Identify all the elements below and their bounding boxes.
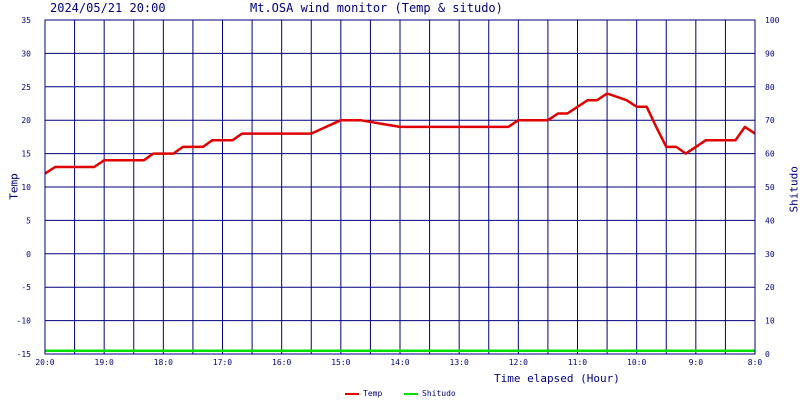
legend-label-temp: Temp <box>363 389 383 398</box>
x-tick-label: 12:0 <box>509 358 528 367</box>
x-tick-label: 14:0 <box>390 358 409 367</box>
y-tick-label-left: 5 <box>26 216 31 225</box>
y-tick-label-right: 10 <box>765 317 775 326</box>
y-tick-label-right: 80 <box>765 83 775 92</box>
y-tick-label-left: -5 <box>21 283 31 292</box>
y-tick-label-right: 50 <box>765 183 775 192</box>
x-tick-label: 19:0 <box>95 358 114 367</box>
grid <box>45 20 755 354</box>
x-tick-label: 10:0 <box>627 358 646 367</box>
y-tick-label-right: 100 <box>765 16 780 25</box>
y-tick-label-left: 25 <box>21 83 31 92</box>
x-tick-label: 16:0 <box>272 358 291 367</box>
y-tick-label-right: 60 <box>765 150 775 159</box>
y-tick-label-right: 20 <box>765 283 775 292</box>
y-tick-label-left: -15 <box>17 350 32 359</box>
legend-item-shitudo: Shitudo <box>404 389 456 398</box>
y-tick-label-right: 30 <box>765 250 775 259</box>
chart-title: Mt.OSA wind monitor (Temp & situdo) <box>250 1 503 15</box>
series-line-temp <box>44 92 756 175</box>
x-tick-label: 11:0 <box>568 358 587 367</box>
series <box>44 92 756 352</box>
y-tick-label-left: 0 <box>26 250 31 259</box>
y-tick-label-left: -10 <box>17 317 32 326</box>
x-tick-label: 9:0 <box>689 358 704 367</box>
legend-swatch-shitudo <box>404 392 418 395</box>
x-tick-label: 8:0 <box>748 358 763 367</box>
y-tick-label-left: 20 <box>21 116 31 125</box>
y-tick-label-right: 40 <box>765 216 775 225</box>
legend-swatch-temp <box>345 392 359 395</box>
plot-frame <box>44 19 756 355</box>
y-tick-label-left: 35 <box>21 16 31 25</box>
y-tick-label-right: 0 <box>765 350 770 359</box>
x-tick-label: 17:0 <box>213 358 232 367</box>
y-tick-label-left: 30 <box>21 49 31 58</box>
y-tick-label-left: 10 <box>21 183 31 192</box>
tick-labels: -15 -10 -5 0 5 10 15 20 25 30 35 0 10 20 30 40 50 60 70 80 9… <box>17 16 780 367</box>
y-tick-label-right: 70 <box>765 116 775 125</box>
x-tick-label: 15:0 <box>331 358 350 367</box>
y-tick-label-left: 15 <box>21 150 31 159</box>
x-tick-label: 18:0 <box>154 358 173 367</box>
legend-item-temp: Temp <box>345 389 382 398</box>
y-tick-label-right: 90 <box>765 49 775 58</box>
y-axis-right-label: Shitudo <box>787 166 800 213</box>
timestamp: 2024/05/21 20:00 <box>50 1 166 15</box>
x-tick-label: 20:0 <box>35 358 54 367</box>
x-tick-label: 13:0 <box>450 358 469 367</box>
x-axis-label: Time elapsed (Hour) <box>494 372 620 385</box>
y-axis-left-label: Temp <box>7 173 21 200</box>
legend-label-shitudo: Shitudo <box>422 389 456 398</box>
